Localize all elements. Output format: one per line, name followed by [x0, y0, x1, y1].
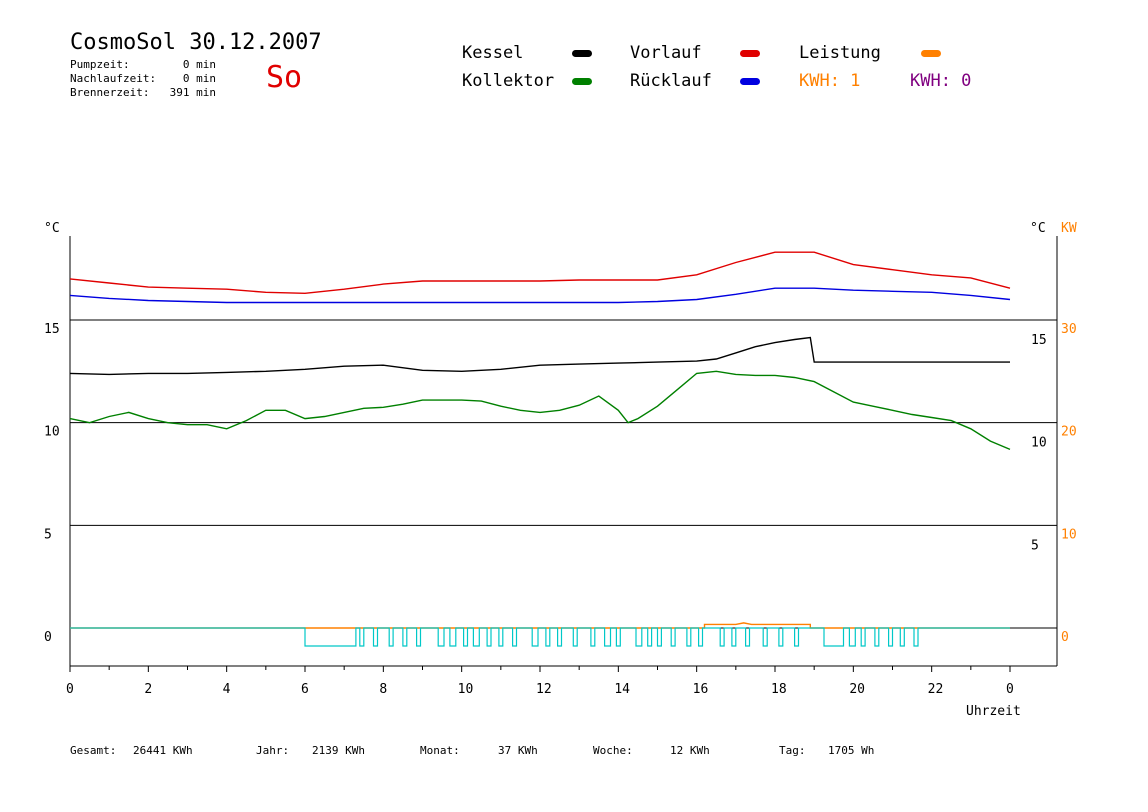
footer-jahr-label: Jahr:	[256, 744, 290, 757]
legend-kwh0-label: KWH: 0	[910, 71, 972, 91]
footer-woche-label: Woche:	[593, 744, 633, 757]
x-axis-label: Uhrzeit	[966, 704, 1021, 719]
x-tick-label: 0	[1006, 682, 1014, 697]
legend-vorlauf-swatch	[740, 50, 760, 57]
x-tick-label: 2	[144, 682, 152, 697]
series-kessel-line	[69, 336, 1010, 376]
series-ruecklauf-line	[69, 287, 1011, 304]
legend-vorlauf-label: Vorlauf	[630, 43, 702, 63]
legend-leistung-label: Leistung	[799, 43, 881, 63]
left-unit-label: °C	[44, 221, 60, 236]
x-tick-label: 22	[928, 682, 944, 697]
footer-gesamt-label: Gesamt:	[70, 744, 117, 757]
x-tick-label: 8	[379, 682, 387, 697]
right-tick-label-c: 5	[1031, 538, 1039, 553]
series-leistung-line	[70, 622, 1010, 629]
legend-kessel-label: Kessel	[462, 43, 524, 63]
chart-title: CosmoSol 30.12.2007	[70, 30, 322, 55]
series-kollektor-line	[69, 370, 1011, 451]
pumpzeit-label: Pumpzeit:	[70, 58, 130, 71]
left-tick-label: 0	[44, 630, 52, 645]
x-tick-label: 4	[223, 682, 231, 697]
x-tick-label: 6	[301, 682, 309, 697]
x-tick-label: 0	[66, 682, 74, 697]
right-tick-label-kw: 10	[1061, 527, 1077, 542]
right-tick-label-c: 15	[1031, 333, 1047, 348]
footer-jahr-value: 2139 KWh	[312, 744, 365, 757]
x-tick-label: 16	[693, 682, 709, 697]
x-tick-label: 20	[849, 682, 865, 697]
legend-ruecklauf-swatch	[740, 78, 760, 85]
legend-ruecklauf-label: Rücklauf	[630, 71, 712, 91]
footer-woche-value: 12 KWh	[670, 744, 710, 757]
left-tick-label: 15	[44, 322, 60, 337]
left-tick-label: 10	[44, 425, 60, 440]
legend-kollektor-label: Kollektor	[462, 71, 555, 91]
left-tick-label: 5	[44, 527, 52, 542]
x-tick-label: 14	[614, 682, 630, 697]
footer-tag-label: Tag:	[779, 744, 806, 757]
series-vorlauf-line	[69, 251, 1011, 295]
x-tick-label: 12	[536, 682, 552, 697]
legend-kessel-swatch	[572, 50, 592, 57]
nachlaufzeit-value: 0 min	[182, 72, 216, 85]
x-tick-label: 18	[771, 682, 787, 697]
legend-leistung-swatch	[921, 50, 941, 57]
footer-monat-label: Monat:	[420, 744, 460, 757]
x-tick-label: 10	[458, 682, 474, 697]
weekday-label: So	[266, 60, 303, 95]
right-unit-label-c: °C	[1030, 221, 1046, 236]
right-tick-label-kw: 0	[1061, 630, 1069, 645]
footer-monat-value: 37 KWh	[498, 744, 538, 757]
nachlaufzeit-label: Nachlaufzeit:	[70, 72, 157, 85]
right-tick-label-c: 10	[1031, 436, 1047, 451]
footer-tag-value: 1705 Wh	[828, 744, 875, 757]
brennerzeit-value: 391 min	[169, 86, 216, 99]
pumpzeit-value: 0 min	[182, 58, 216, 71]
right-unit-label-kw: KW	[1061, 221, 1077, 236]
right-tick-label-kw: 20	[1061, 425, 1077, 440]
brenner-pulse-line	[70, 627, 1010, 647]
brennerzeit-label: Brennerzeit:	[70, 86, 150, 99]
legend-kollektor-swatch	[572, 78, 592, 85]
footer-gesamt-value: 26441 KWh	[133, 744, 193, 757]
legend-kwh1-label: KWH: 1	[799, 71, 861, 91]
right-tick-label-kw: 30	[1061, 322, 1077, 337]
